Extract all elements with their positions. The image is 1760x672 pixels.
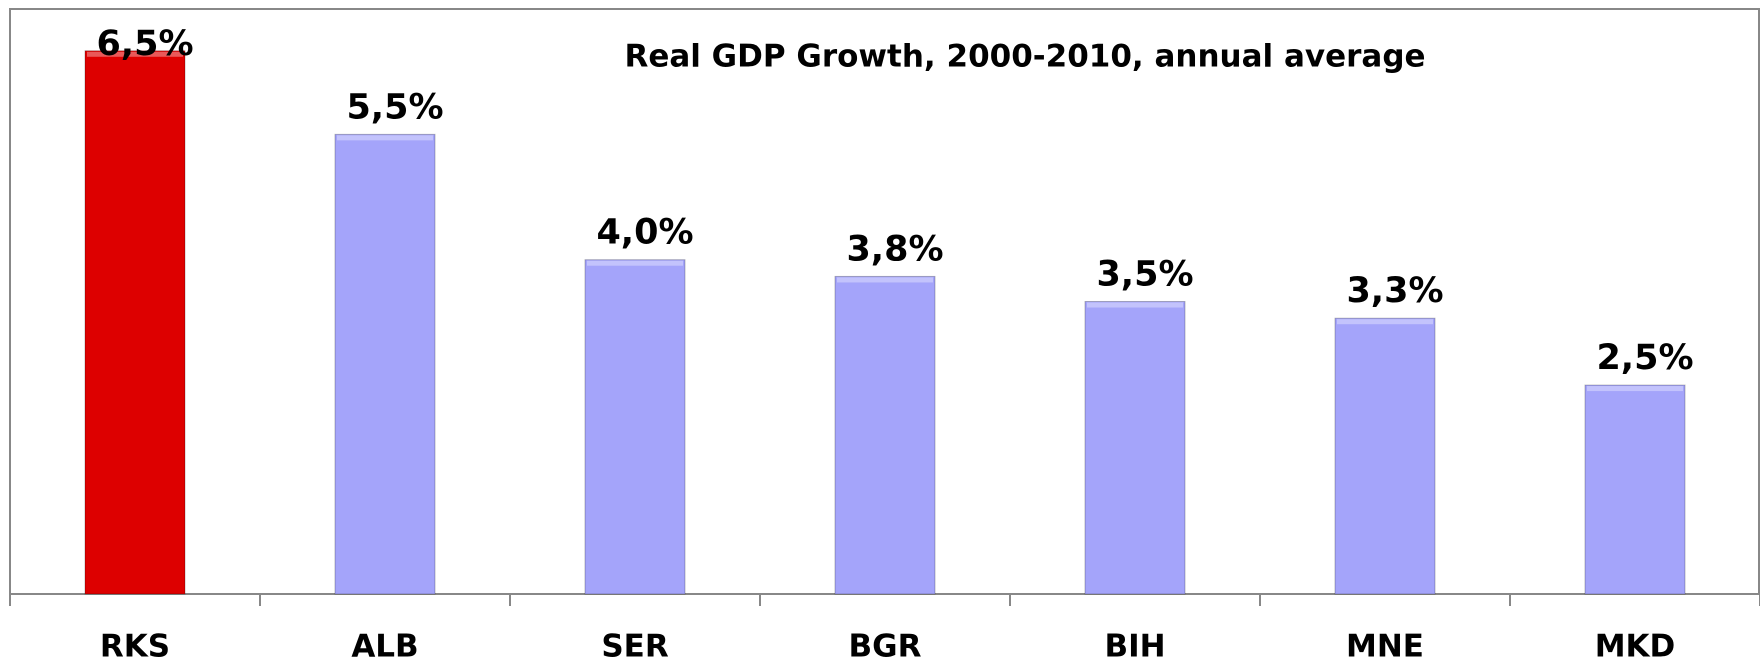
bar-highlight — [337, 135, 433, 141]
value-label: 3,5% — [1096, 255, 1193, 295]
bar — [1084, 301, 1186, 595]
bar — [334, 133, 436, 595]
value-label: 3,8% — [846, 229, 943, 269]
bar-highlight — [837, 277, 933, 283]
bar — [834, 275, 936, 595]
bar-highlight — [1587, 386, 1683, 392]
x-tick-label: ALB — [351, 629, 418, 665]
x-tick-label: RKS — [100, 629, 170, 665]
value-label: 6,5% — [96, 24, 193, 64]
x-tick-label: BIH — [1104, 629, 1165, 665]
bar — [1584, 384, 1686, 595]
bar — [1334, 317, 1436, 595]
value-label: 3,3% — [1346, 271, 1443, 311]
x-tick-label: SER — [601, 629, 669, 665]
bar-highlight — [1337, 319, 1433, 325]
value-label: 5,5% — [346, 87, 443, 127]
bar — [84, 50, 186, 595]
bar — [584, 259, 686, 595]
bar-highlight — [587, 260, 683, 266]
value-label: 2,5% — [1596, 338, 1693, 378]
x-tick-label: MNE — [1346, 629, 1424, 665]
value-label: 4,0% — [596, 213, 693, 253]
bar-highlight — [87, 51, 183, 57]
x-tick-label: BGR — [849, 629, 922, 665]
chart-title: Real GDP Growth, 2000-2010, annual avera… — [624, 39, 1425, 75]
bar-highlight — [1087, 302, 1183, 308]
x-tick-label: MKD — [1595, 629, 1676, 665]
